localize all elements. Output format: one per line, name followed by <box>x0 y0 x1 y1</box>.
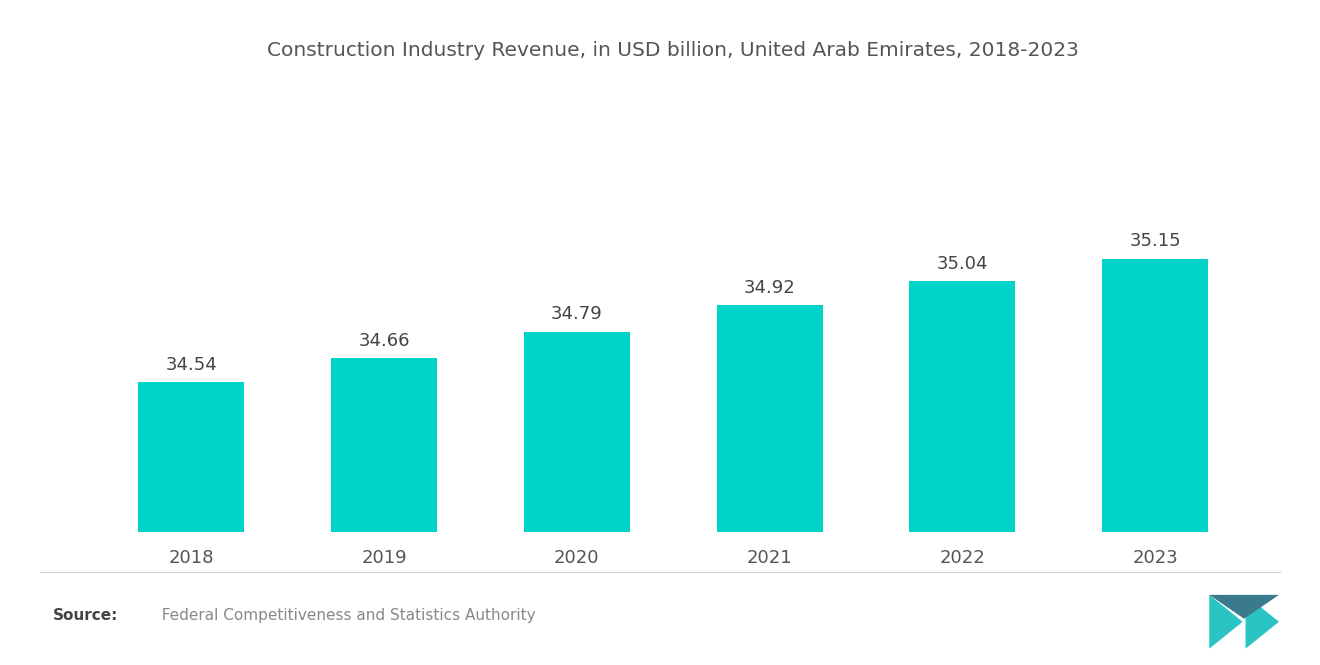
Text: Federal Competitiveness and Statistics Authority: Federal Competitiveness and Statistics A… <box>152 608 536 622</box>
Text: 34.92: 34.92 <box>743 279 796 297</box>
Text: 35.15: 35.15 <box>1130 233 1181 251</box>
Bar <box>331 358 437 532</box>
Text: 34.79: 34.79 <box>550 305 603 323</box>
Bar <box>1102 259 1208 532</box>
Bar <box>717 305 822 532</box>
Bar <box>909 281 1015 532</box>
Text: 35.04: 35.04 <box>937 255 989 273</box>
Bar <box>139 382 244 532</box>
Text: 34.54: 34.54 <box>165 356 218 374</box>
Bar <box>524 332 630 532</box>
Text: Source:: Source: <box>53 608 119 622</box>
Title: Construction Industry Revenue, in USD billion, United Arab Emirates, 2018-2023: Construction Industry Revenue, in USD bi… <box>267 41 1080 60</box>
Text: 34.66: 34.66 <box>358 332 409 350</box>
